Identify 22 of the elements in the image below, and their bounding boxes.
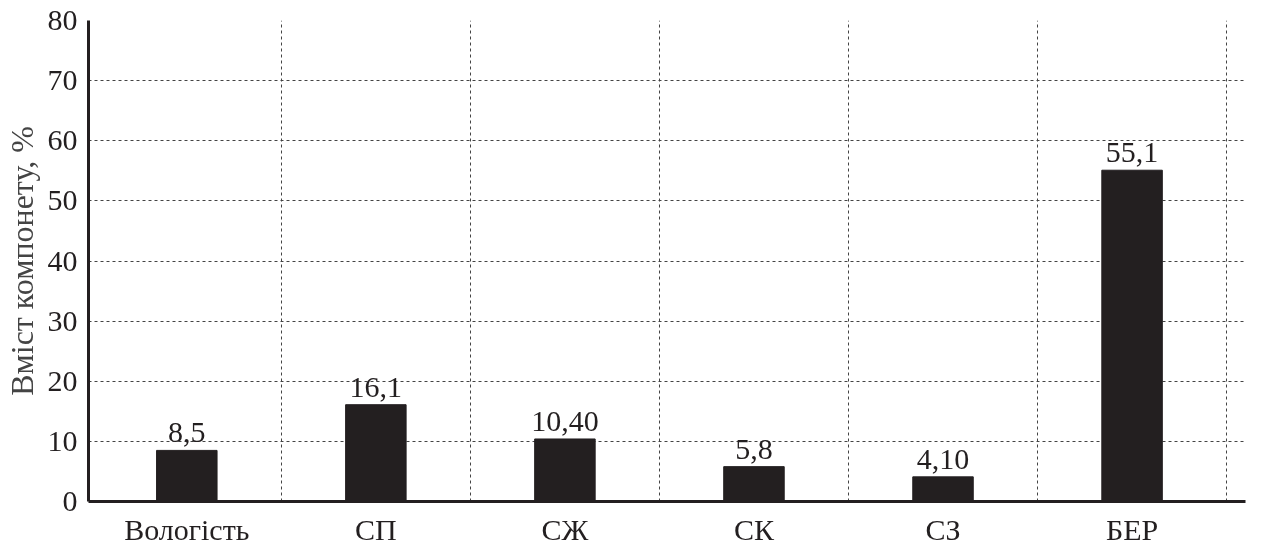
data-label: 10,40	[531, 403, 599, 437]
data-label: 4,10	[916, 441, 970, 475]
y-tick-label: 60	[47, 123, 78, 157]
y-tick-label: 50	[47, 183, 78, 217]
x-tick-label: БЕР	[1105, 512, 1159, 546]
x-tick-label: СК	[733, 512, 775, 546]
y-tick-label: 80	[47, 3, 78, 36]
data-label: 5,8	[735, 431, 773, 465]
y-tick-label: 10	[47, 423, 78, 457]
data-label: 8,5	[168, 415, 206, 449]
y-tick-label: 40	[47, 243, 78, 277]
y-tick-label: 70	[47, 63, 78, 97]
data-label: 55,1	[1105, 135, 1159, 169]
y-tick-label: 20	[47, 363, 78, 397]
x-tick-label: Вологість	[124, 512, 250, 546]
data-label: 16,1	[349, 369, 403, 403]
x-tick-label: СП	[355, 512, 397, 546]
y-tick-label: 0	[62, 484, 78, 517]
y-tick-label: 30	[47, 303, 78, 337]
x-tick-label: СЖ	[541, 512, 589, 546]
x-tick-label: СЗ	[925, 512, 961, 546]
y-axis-title: Вміст компонету, %	[3, 126, 40, 396]
